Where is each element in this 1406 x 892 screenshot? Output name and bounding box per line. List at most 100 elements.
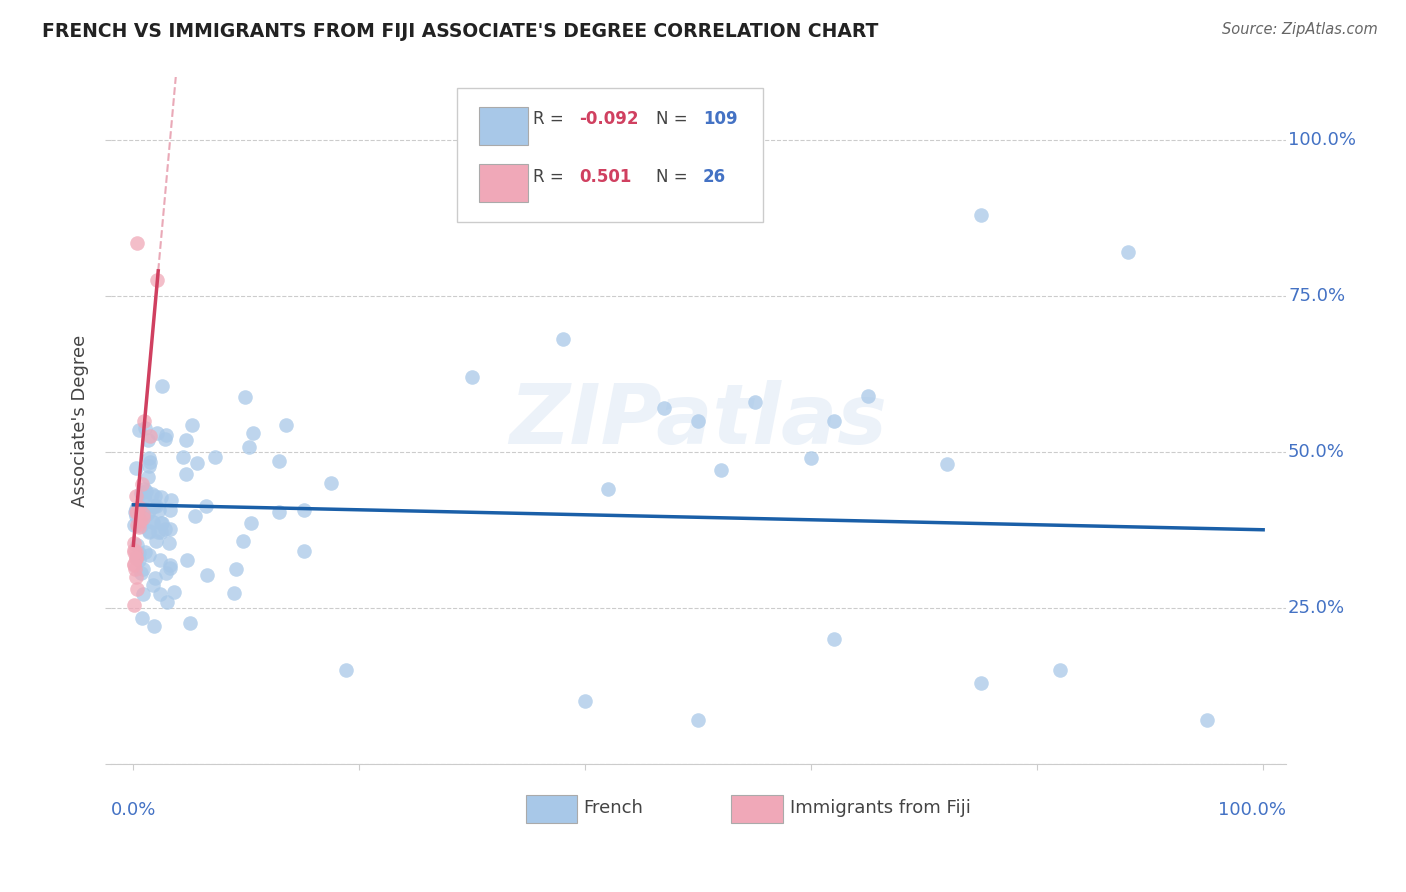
FancyBboxPatch shape	[478, 164, 527, 202]
Point	[146, 425, 169, 440]
Point	[242, 426, 264, 441]
Point	[124, 489, 146, 503]
Point	[127, 518, 149, 533]
Point	[132, 562, 155, 576]
Text: 25.0%: 25.0%	[1288, 599, 1346, 616]
Point	[153, 432, 176, 446]
Point	[141, 516, 163, 530]
Text: N =: N =	[657, 168, 693, 186]
Point	[688, 713, 710, 727]
Point	[124, 557, 146, 571]
Point	[800, 450, 823, 465]
Point	[129, 518, 152, 533]
Text: Immigrants from Fiji: Immigrants from Fiji	[790, 799, 970, 817]
Point	[125, 461, 148, 475]
Point	[461, 370, 484, 384]
Text: N =: N =	[657, 110, 693, 128]
FancyBboxPatch shape	[457, 87, 763, 221]
Point	[163, 584, 186, 599]
Point	[551, 333, 574, 347]
Point	[159, 558, 181, 573]
Point	[292, 503, 315, 517]
Point	[136, 508, 159, 522]
Point	[138, 548, 160, 562]
Point	[159, 561, 181, 575]
Point	[124, 544, 146, 558]
Point	[269, 505, 291, 519]
Point	[134, 501, 156, 516]
Point	[1116, 245, 1139, 260]
FancyBboxPatch shape	[526, 795, 578, 823]
Text: French: French	[583, 799, 643, 817]
Text: 100.0%: 100.0%	[1288, 131, 1355, 149]
Point	[159, 503, 181, 517]
Point	[132, 490, 155, 504]
Point	[335, 664, 357, 678]
Point	[1195, 713, 1218, 727]
Point	[135, 483, 157, 498]
Point	[132, 587, 155, 601]
Point	[155, 566, 177, 581]
Point	[143, 489, 166, 503]
Point	[143, 499, 166, 513]
Point	[238, 440, 260, 454]
Text: 0.501: 0.501	[579, 168, 631, 186]
Point	[138, 455, 160, 469]
Point	[134, 545, 156, 559]
Point	[124, 598, 146, 612]
Text: R =: R =	[533, 110, 568, 128]
Point	[204, 450, 226, 464]
Point	[183, 508, 205, 523]
Point	[150, 490, 173, 504]
Point	[574, 694, 596, 708]
Point	[156, 595, 179, 609]
Point	[142, 515, 165, 529]
Point	[124, 558, 146, 573]
FancyBboxPatch shape	[478, 107, 527, 145]
Text: 0.0%: 0.0%	[111, 802, 156, 820]
Point	[124, 562, 146, 576]
Point	[127, 505, 149, 519]
Text: Source: ZipAtlas.com: Source: ZipAtlas.com	[1222, 22, 1378, 37]
Point	[654, 401, 676, 416]
Point	[970, 208, 993, 222]
Point	[195, 568, 218, 582]
Point	[128, 546, 150, 560]
Point	[274, 418, 297, 433]
Point	[149, 553, 172, 567]
Point	[319, 476, 342, 491]
Point	[132, 414, 155, 428]
Point	[596, 482, 619, 496]
Point	[142, 618, 165, 632]
Point	[1049, 663, 1071, 677]
Point	[138, 504, 160, 518]
Point	[138, 459, 160, 474]
Point	[150, 516, 173, 530]
FancyBboxPatch shape	[731, 795, 783, 823]
Point	[181, 418, 204, 433]
Point	[125, 582, 148, 596]
Point	[232, 534, 254, 549]
Point	[233, 390, 256, 404]
Point	[132, 482, 155, 496]
Point	[138, 524, 160, 538]
Point	[155, 427, 177, 442]
Point	[160, 492, 183, 507]
Text: 100.0%: 100.0%	[1218, 802, 1285, 820]
Point	[136, 433, 159, 447]
Point	[186, 457, 208, 471]
Point	[124, 517, 146, 532]
Point	[145, 499, 167, 513]
Point	[141, 487, 163, 501]
Point	[149, 587, 172, 601]
Point	[267, 454, 290, 468]
Point	[125, 549, 148, 564]
Text: 109: 109	[703, 110, 738, 128]
Text: FRENCH VS IMMIGRANTS FROM FIJI ASSOCIATE'S DEGREE CORRELATION CHART: FRENCH VS IMMIGRANTS FROM FIJI ASSOCIATE…	[42, 22, 879, 41]
Point	[124, 569, 146, 583]
Point	[146, 273, 169, 287]
Point	[125, 545, 148, 559]
Point	[128, 553, 150, 567]
Point	[292, 543, 315, 558]
Point	[143, 571, 166, 585]
